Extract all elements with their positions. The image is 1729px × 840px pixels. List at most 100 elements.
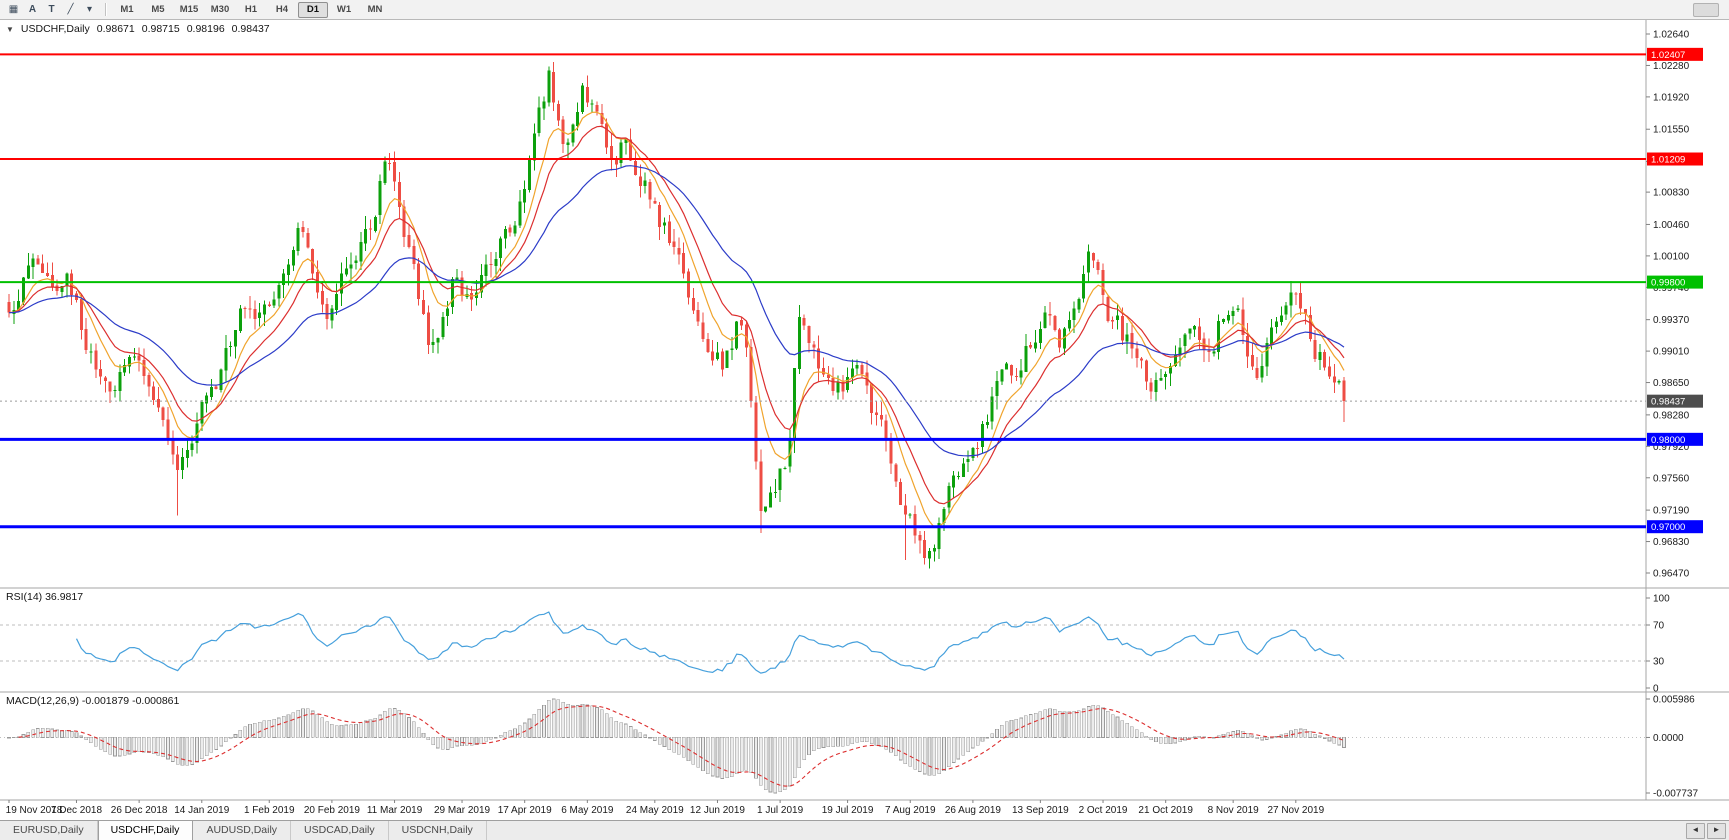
svg-text:24 May 2019: 24 May 2019: [626, 805, 684, 816]
svg-text:1 Feb 2019: 1 Feb 2019: [244, 805, 295, 816]
ma-medium-line: [8, 125, 1345, 505]
svg-text:0.99010: 0.99010: [1653, 347, 1690, 358]
rsi-indicator-label: RSI(14) 36.9817: [6, 591, 84, 603]
chart-tabbar: EURUSD,Daily USDCHF,Daily AUDUSD,Daily USDC…: [0, 820, 1729, 840]
tab-usdchf-daily[interactable]: USDCHF,Daily: [97, 821, 194, 840]
svg-text:1.00460: 1.00460: [1653, 220, 1690, 231]
svg-text:26 Dec 2018: 26 Dec 2018: [111, 805, 168, 816]
svg-text:1.02640: 1.02640: [1653, 30, 1690, 41]
timeframe-h1-button[interactable]: H1: [244, 3, 258, 15]
rsi-levels: [0, 624, 1646, 662]
rsi-axis[interactable]: 100 70 30 0: [1646, 594, 1670, 695]
tools-dropdown-caret-icon[interactable]: ▾: [86, 4, 93, 15]
svg-text:0.99800: 0.99800: [1651, 278, 1685, 289]
price-axis[interactable]: 1.026401.022801.019201.015501.011801.008…: [1646, 30, 1690, 580]
macd-indicator-label: MACD(12,26,9) -0.001879 -0.000861: [6, 695, 180, 707]
timeframe-m5-button[interactable]: M5: [151, 3, 165, 15]
svg-text:6 May 2019: 6 May 2019: [561, 805, 614, 816]
svg-text:0.97190: 0.97190: [1653, 506, 1690, 517]
svg-text:1 Jul 2019: 1 Jul 2019: [757, 805, 804, 816]
symbol-marker-icon: ▼: [6, 24, 14, 34]
svg-text:11 Mar 2019: 11 Mar 2019: [367, 805, 423, 816]
tab-eurusd-daily[interactable]: EURUSD,Daily: [0, 821, 98, 840]
svg-text:0.96830: 0.96830: [1653, 537, 1690, 548]
letter-a-tool-icon[interactable]: A: [28, 4, 37, 15]
svg-text:1.01920: 1.01920: [1653, 92, 1690, 103]
svg-text:19 Jul 2019: 19 Jul 2019: [822, 805, 874, 816]
trendline-tool-icon[interactable]: ╱: [67, 4, 74, 15]
svg-text:26 Aug 2019: 26 Aug 2019: [945, 805, 1002, 816]
svg-text:0.97560: 0.97560: [1653, 473, 1690, 484]
tab-scroll-buttons: ◄ ►: [1686, 821, 1729, 840]
timeframe-m30-button[interactable]: M30: [210, 3, 230, 15]
chart-region: 1.026401.022801.019201.015501.011801.008…: [0, 20, 1729, 821]
ohlc-high: 0.98715: [141, 23, 180, 35]
horizontal-lines-group[interactable]: [0, 53, 1646, 529]
svg-text:0.96470: 0.96470: [1653, 569, 1690, 580]
timeframe-buttons: M1 M5 M15 M30 H1 H4 D1 W1 MN: [112, 1, 390, 18]
macd-axis[interactable]: 0.005986 0.0000 -0.007737: [1646, 695, 1698, 800]
tab-scroll-left-button[interactable]: ◄: [1686, 822, 1705, 839]
svg-text:2 Oct 2019: 2 Oct 2019: [1079, 805, 1128, 816]
ohlc-low: 0.98196: [186, 23, 225, 35]
ohlc-close: 0.98437: [231, 23, 270, 35]
tab-usdcnh-daily[interactable]: USDCNH,Daily: [388, 821, 487, 840]
current-price-badge[interactable]: 0.98437: [1647, 394, 1703, 408]
svg-text:27 Nov 2019: 27 Nov 2019: [1267, 805, 1324, 816]
svg-text:0: 0: [1653, 684, 1659, 695]
grid-icon[interactable]: ▦: [8, 4, 19, 15]
tab-scroll-right-button[interactable]: ►: [1707, 822, 1726, 839]
svg-text:29 Mar 2019: 29 Mar 2019: [434, 805, 491, 816]
svg-text:8 Nov 2019: 8 Nov 2019: [1208, 805, 1260, 816]
chart-canvas[interactable]: 1.026401.022801.019201.015501.011801.008…: [0, 20, 1729, 821]
hline-badge-0.97000[interactable]: 0.97000: [1647, 520, 1703, 534]
svg-text:70: 70: [1653, 621, 1665, 632]
svg-text:30: 30: [1653, 657, 1665, 668]
svg-text:0.97000: 0.97000: [1651, 522, 1685, 533]
pane-borders: [0, 20, 1729, 801]
hline-badge-1.01209[interactable]: 1.01209: [1647, 152, 1703, 166]
svg-text:100: 100: [1653, 594, 1670, 605]
svg-text:7 Aug 2019: 7 Aug 2019: [885, 805, 936, 816]
svg-text:0.0000: 0.0000: [1653, 733, 1684, 744]
svg-text:1.02280: 1.02280: [1653, 61, 1690, 72]
ma-slow-line: [8, 165, 1345, 457]
toolbar-corner-button[interactable]: [1693, 2, 1719, 17]
macd-signal-line: [18, 705, 1345, 787]
svg-text:0.97920: 0.97920: [1653, 442, 1690, 453]
svg-text:1.01209: 1.01209: [1651, 155, 1685, 166]
hline-badge-1.02407[interactable]: 1.02407: [1647, 47, 1703, 61]
svg-text:-0.007737: -0.007737: [1653, 789, 1698, 800]
svg-text:12 Jun 2019: 12 Jun 2019: [690, 805, 745, 816]
timeframe-h4-button[interactable]: H4: [275, 3, 289, 15]
timeframe-w1-button[interactable]: W1: [336, 3, 352, 15]
candles-group: [7, 62, 1346, 569]
timeframe-m15-button[interactable]: M15: [179, 3, 199, 15]
svg-text:20 Feb 2019: 20 Feb 2019: [304, 805, 361, 816]
timeframe-m1-button[interactable]: M1: [120, 3, 134, 15]
svg-text:7 Dec 2018: 7 Dec 2018: [51, 805, 103, 816]
svg-text:21 Oct 2019: 21 Oct 2019: [1138, 805, 1193, 816]
toolbar: ▦ A T ╱ ▾ M1 M5 M15 M30 H1 H4 D1 W1 MN: [0, 0, 1729, 20]
tab-usdcad-daily[interactable]: USDCAD,Daily: [291, 821, 389, 840]
chart-symbol-period: USDCHF,Daily: [20, 23, 90, 35]
hline-badge-0.98000[interactable]: 0.98000: [1647, 432, 1703, 446]
svg-text:13 Sep 2019: 13 Sep 2019: [1012, 805, 1069, 816]
rsi-line: [75, 611, 1345, 674]
timeframe-mn-button[interactable]: MN: [367, 3, 383, 15]
ohlc-open: 0.98671: [96, 23, 135, 35]
svg-text:1.00830: 1.00830: [1653, 188, 1690, 199]
svg-text:14 Jan 2019: 14 Jan 2019: [174, 805, 229, 816]
timeframe-d1-button[interactable]: D1: [298, 1, 328, 18]
tab-audusd-daily[interactable]: AUDUSD,Daily: [193, 821, 292, 840]
svg-text:0.98280: 0.98280: [1653, 410, 1690, 421]
hline-badge-0.99800[interactable]: 0.99800: [1647, 275, 1703, 289]
svg-text:19 Nov 2018: 19 Nov 2018: [6, 805, 63, 816]
macd-histogram: [7, 698, 1346, 794]
svg-text:1.00100: 1.00100: [1653, 251, 1690, 262]
chart-tool-icons: ▦ A T ╱ ▾: [4, 2, 99, 17]
text-tool-icon[interactable]: T: [48, 4, 55, 15]
svg-text:0.99370: 0.99370: [1653, 315, 1690, 326]
